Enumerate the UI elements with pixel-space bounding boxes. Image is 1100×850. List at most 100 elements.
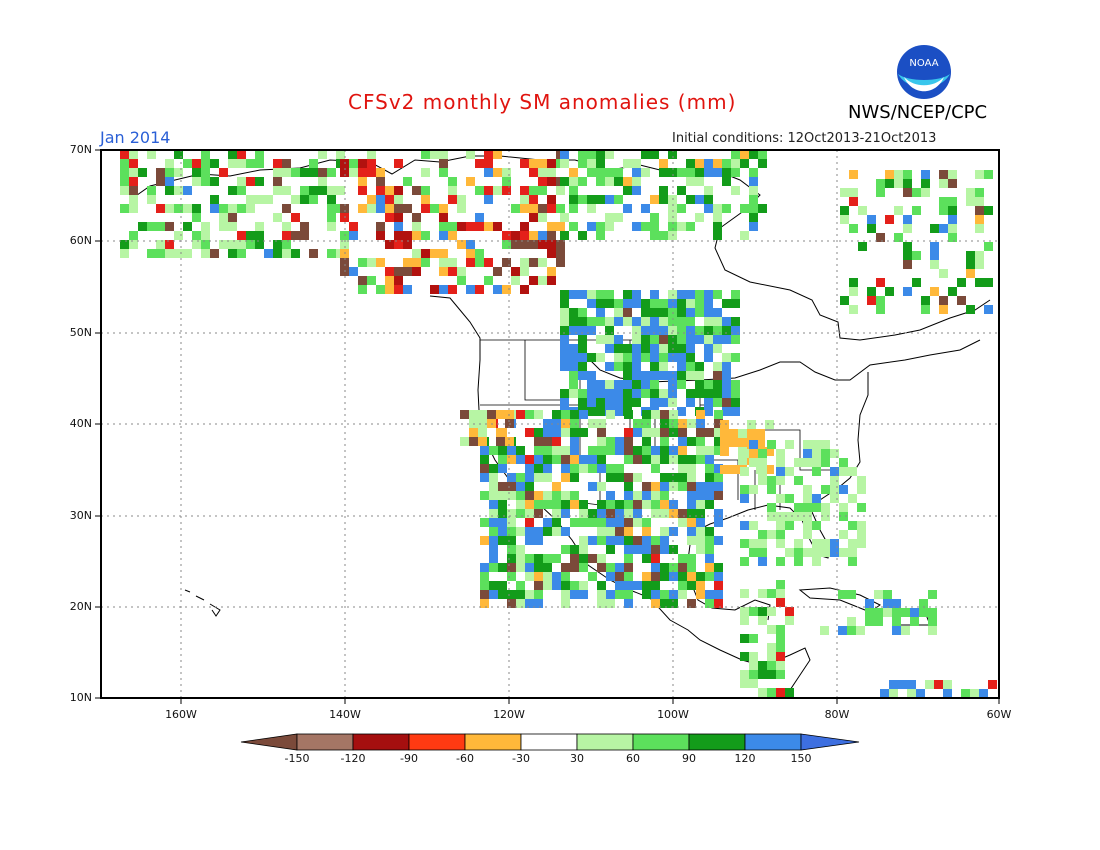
anomaly-cell	[686, 177, 695, 186]
anomaly-cell	[615, 527, 624, 536]
anomaly-cell	[578, 177, 587, 186]
anomaly-cell	[677, 299, 686, 308]
anomaly-cell	[624, 482, 633, 491]
anomaly-cell	[534, 446, 543, 455]
anomaly-cell	[669, 509, 678, 518]
anomaly-cell	[560, 389, 569, 398]
anomaly-cell	[615, 590, 624, 599]
anomaly-cell	[749, 440, 758, 449]
anomaly-cell	[714, 473, 723, 482]
anomaly-cell	[678, 572, 687, 581]
anomaly-cell	[678, 509, 687, 518]
anomaly-cell	[439, 267, 448, 276]
anomaly-cell	[309, 159, 318, 168]
anomaly-cell	[489, 491, 498, 500]
anomaly-cell	[731, 290, 740, 299]
colorbar	[240, 733, 860, 751]
anomaly-cell	[605, 326, 614, 335]
anomaly-cell	[632, 380, 641, 389]
anomaly-cell	[534, 455, 543, 464]
anomaly-cell	[704, 407, 713, 416]
anomaly-cell	[758, 530, 767, 539]
anomaly-cell	[255, 177, 264, 186]
anomaly-cell	[930, 242, 939, 251]
colorbar-label-150: 150	[790, 752, 812, 765]
anomaly-cell	[516, 491, 525, 500]
anomaly-cell	[129, 186, 138, 195]
anomaly-cell	[729, 438, 738, 447]
anomaly-cell	[720, 420, 729, 429]
anomaly-cell	[695, 308, 704, 317]
anomaly-cell	[457, 195, 466, 204]
anomaly-cell	[984, 278, 993, 287]
anomaly-cell	[210, 177, 219, 186]
anomaly-cell	[776, 580, 785, 589]
anomaly-cell	[237, 159, 246, 168]
anomaly-cell	[165, 168, 174, 177]
anomaly-cell	[984, 206, 993, 215]
anomaly-cell	[466, 285, 475, 294]
anomaly-cell	[686, 299, 695, 308]
anomaly-cell	[421, 204, 430, 213]
anomaly-cell	[614, 389, 623, 398]
anomaly-cell	[903, 242, 912, 251]
anomaly-cell	[695, 299, 704, 308]
anomaly-cell	[659, 186, 668, 195]
anomaly-cell	[469, 428, 478, 437]
anomaly-cell	[803, 503, 812, 512]
anomaly-cell	[498, 563, 507, 572]
anomaly-cell	[659, 159, 668, 168]
anomaly-cell	[776, 643, 785, 652]
anomaly-cell	[677, 407, 686, 416]
anomaly-cell	[687, 554, 696, 563]
anomaly-cell	[578, 326, 587, 335]
anomaly-cell	[722, 398, 731, 407]
anomaly-cell	[740, 231, 749, 240]
anomaly-cell	[596, 231, 605, 240]
anomaly-cell	[740, 204, 749, 213]
anomaly-cell	[511, 204, 520, 213]
anomaly-cell	[569, 290, 578, 299]
anomaly-cell	[367, 258, 376, 267]
anomaly-cell	[570, 581, 579, 590]
anomaly-cell	[883, 608, 892, 617]
anomaly-cell	[460, 437, 469, 446]
anomaly-cell	[439, 285, 448, 294]
anomaly-cell	[758, 449, 767, 458]
anomaly-cell	[228, 150, 237, 159]
anomaly-cell	[511, 231, 520, 240]
anomaly-cell	[687, 572, 696, 581]
anomaly-cell	[874, 617, 883, 626]
anomaly-cell	[516, 455, 525, 464]
anomaly-cell	[758, 539, 767, 548]
anomaly-cell	[480, 581, 489, 590]
anomaly-cell	[839, 530, 848, 539]
anomaly-cell	[623, 204, 632, 213]
anomaly-cell	[561, 446, 570, 455]
anomaly-cell	[668, 389, 677, 398]
anomaly-cell	[430, 285, 439, 294]
anomaly-cell	[192, 168, 201, 177]
anomaly-cells	[120, 150, 997, 698]
anomaly-cell	[547, 222, 556, 231]
anomaly-cell	[520, 258, 529, 267]
anomaly-cell	[677, 344, 686, 353]
anomaly-cell	[912, 206, 921, 215]
anomaly-cell	[578, 389, 587, 398]
anomaly-cell	[880, 689, 889, 698]
anomaly-cell	[614, 398, 623, 407]
anomaly-cell	[614, 353, 623, 362]
anomaly-cell	[740, 467, 749, 476]
anomaly-cell	[588, 482, 597, 491]
lat-label-70n: 70N	[69, 143, 92, 156]
anomaly-cell	[641, 204, 650, 213]
anomaly-cell	[623, 344, 632, 353]
anomaly-cell	[624, 572, 633, 581]
anomaly-cell	[740, 616, 749, 625]
anomaly-cell	[570, 437, 579, 446]
anomaly-cell	[597, 428, 606, 437]
anomaly-cell	[412, 258, 421, 267]
anomaly-cell	[713, 290, 722, 299]
anomaly-cell	[957, 296, 966, 305]
anomaly-cell	[597, 482, 606, 491]
